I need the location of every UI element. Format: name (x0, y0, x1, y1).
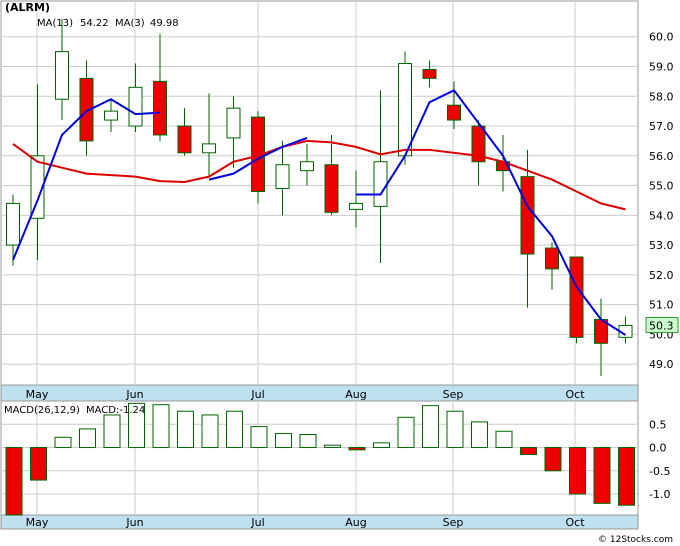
candle-down (177, 125, 192, 154)
ma3-line (208, 136, 308, 181)
candle-down (153, 80, 167, 136)
candle-up (300, 161, 314, 172)
candle-down (569, 256, 584, 338)
candle-up (226, 107, 241, 139)
macd-value-label: MACD:-1.24 (86, 405, 145, 416)
legend-ma13-label: MA(13) (37, 18, 73, 29)
macd-bar-negative (348, 447, 366, 451)
candle-up (373, 161, 388, 207)
macd-legend-label: MACD(26,12,9) (4, 405, 80, 416)
price-tick-label: 56.0 (649, 150, 674, 163)
macd-tick-label: -0.5 (649, 465, 670, 478)
price-tick-label: 53.0 (649, 239, 674, 252)
label-layer: 49.050.051.052.053.054.055.056.057.058.0… (26, 31, 679, 529)
macd-bar-positive (373, 442, 390, 449)
candle-up (349, 202, 363, 210)
macd-bar-positive (471, 421, 488, 449)
macd-bar-positive (446, 410, 464, 449)
price-month-label: Sep (443, 388, 464, 401)
price-month-label: Aug (345, 388, 366, 401)
macd-tick-label: 0.5 (649, 418, 667, 431)
macd-bar-positive (226, 410, 243, 449)
price-month-label: Jul (250, 388, 264, 401)
macd-bar-negative (593, 447, 611, 504)
price-tick-label: 54.0 (649, 209, 674, 222)
candle-down (545, 247, 559, 270)
macd-bar-positive (422, 405, 439, 449)
macd-bar-negative (618, 447, 635, 506)
last-price-label: 50.3 (649, 319, 674, 332)
macd-bar-positive (250, 426, 268, 449)
macd-bar-negative (30, 447, 47, 481)
legend-ma3-label: MA(3) (115, 18, 145, 29)
macd-bar-positive (152, 404, 170, 449)
price-plot-frame (0, 0, 639, 399)
price-month-label: Oct (565, 388, 585, 401)
ticker-label: (ALRM) (5, 1, 50, 14)
macd-bar-positive (128, 402, 145, 449)
macd-bar-negative (5, 447, 23, 516)
macd-bar-negative (569, 447, 586, 495)
ma13-line (12, 139, 626, 211)
candle-up (398, 63, 412, 157)
macd-bar-positive (201, 414, 219, 449)
macd-bar-positive (299, 434, 317, 449)
macd-axis-band (0, 514, 639, 530)
legend-ma3-value: 49.98 (150, 18, 179, 29)
price-tick-label: 52.0 (649, 269, 674, 282)
macd-bar-positive (177, 410, 194, 449)
candle-up (30, 155, 45, 219)
macd-month-label: May (26, 516, 49, 529)
price-axis-band (0, 384, 639, 402)
candle-down (422, 68, 437, 79)
macd-bar-positive (54, 436, 72, 449)
macd-layer (5, 402, 635, 516)
price-layer (6, 18, 633, 377)
price-tick-label: 57.0 (649, 120, 674, 133)
macd-bar-positive (397, 416, 415, 449)
candle-up (104, 110, 118, 121)
price-tick-label: 60.0 (649, 31, 674, 44)
candle-up (202, 143, 216, 154)
macd-month-label: Jun (125, 516, 143, 529)
macd-month-label: Aug (345, 516, 366, 529)
macd-plot-frame (0, 400, 639, 516)
price-tick-label: 55.0 (649, 180, 674, 193)
candle-up (55, 51, 69, 100)
legend-ma13-value: 54.22 (80, 18, 109, 29)
macd-bar-positive (275, 433, 292, 449)
macd-month-label: Oct (565, 516, 585, 529)
macd-month-label: Jul (250, 516, 264, 529)
price-tick-label: 49.0 (649, 358, 674, 371)
last-price-box (645, 316, 679, 333)
ma3-line (12, 98, 161, 261)
ma3-line (356, 89, 627, 336)
macd-bar-positive (324, 444, 341, 449)
macd-tick-label: -1.0 (649, 488, 670, 501)
candle-up (128, 86, 143, 127)
candle-down (324, 164, 339, 213)
macd-month-label: Sep (443, 516, 464, 529)
macd-bar-positive (79, 428, 96, 449)
price-tick-label: 58.0 (649, 90, 674, 103)
macd-tick-label: 0.0 (649, 442, 667, 455)
footer-credit: © 12Stocks.com (598, 535, 673, 545)
candle-down (447, 104, 461, 121)
price-month-label: May (26, 388, 49, 401)
candle-down (520, 176, 535, 255)
candle-down (79, 77, 94, 142)
candle-down (471, 125, 486, 163)
candle-up (275, 164, 290, 190)
price-tick-label: 51.0 (649, 299, 674, 312)
macd-bar-positive (495, 430, 513, 449)
price-month-label: Jun (125, 388, 143, 401)
macd-bar-negative (544, 447, 562, 472)
candle-up (6, 202, 20, 246)
macd-bar-negative (520, 447, 537, 456)
macd-bar-positive (103, 414, 121, 449)
price-tick-label: 59.0 (649, 60, 674, 73)
